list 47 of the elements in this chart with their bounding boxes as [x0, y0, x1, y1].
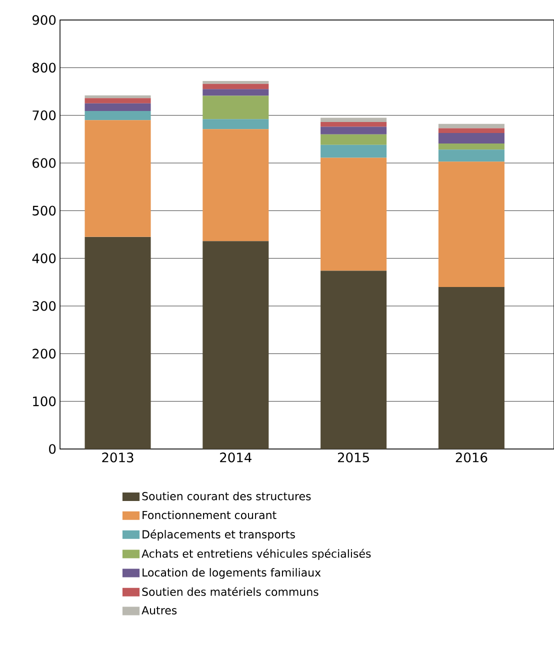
bar [320, 158, 386, 271]
y-tick-label: 500 [32, 206, 56, 216]
x-tick-label: 2013 [102, 452, 134, 462]
bar [84, 98, 151, 104]
bar [202, 119, 268, 130]
y-tick-label: 800 [32, 62, 56, 73]
y-tick-label: 600 [32, 158, 56, 168]
legend-label: Soutien des matériels communs [142, 586, 318, 596]
x-tick-label: 2014 [220, 452, 252, 462]
y-tick-label: 400 [32, 253, 56, 264]
bar [320, 118, 386, 122]
legend-label: Fonctionnement courant [142, 510, 276, 520]
legend-label: Location de logements familiaux [142, 568, 321, 579]
y-tick-label: 900 [32, 15, 56, 25]
bar [438, 150, 504, 162]
bar [320, 122, 386, 127]
bar [320, 144, 386, 158]
legend-label: Soutien courant des structures [142, 492, 311, 500]
bar [320, 126, 386, 134]
legend-label: Autres [141, 606, 176, 614]
bar [84, 111, 151, 120]
y-tick-label: 700 [32, 110, 56, 120]
bar [438, 143, 504, 150]
x-tick-label: 2015 [338, 452, 369, 462]
bar [320, 270, 386, 449]
bar [202, 84, 268, 90]
bar [438, 162, 504, 287]
bar [438, 132, 504, 144]
y-tick-label: 0 [48, 444, 56, 454]
bar [438, 286, 504, 449]
bar [202, 96, 268, 120]
bar [202, 81, 268, 84]
y-tick-label: 200 [32, 348, 56, 359]
bar [438, 124, 504, 128]
bar [84, 103, 151, 112]
bar [202, 129, 268, 242]
legend-label: Achats et entretiens véhicules spécialisés [141, 548, 371, 560]
bar [84, 120, 151, 237]
bar [202, 89, 268, 96]
bar [84, 236, 151, 449]
bar [202, 241, 268, 449]
bar [438, 128, 504, 133]
y-tick-label: 300 [32, 301, 56, 311]
legend-label: Déplacements et transports [142, 530, 295, 541]
y-tick-label: 100 [32, 396, 56, 406]
x-tick-label: 2016 [456, 452, 487, 462]
bar [320, 134, 386, 145]
